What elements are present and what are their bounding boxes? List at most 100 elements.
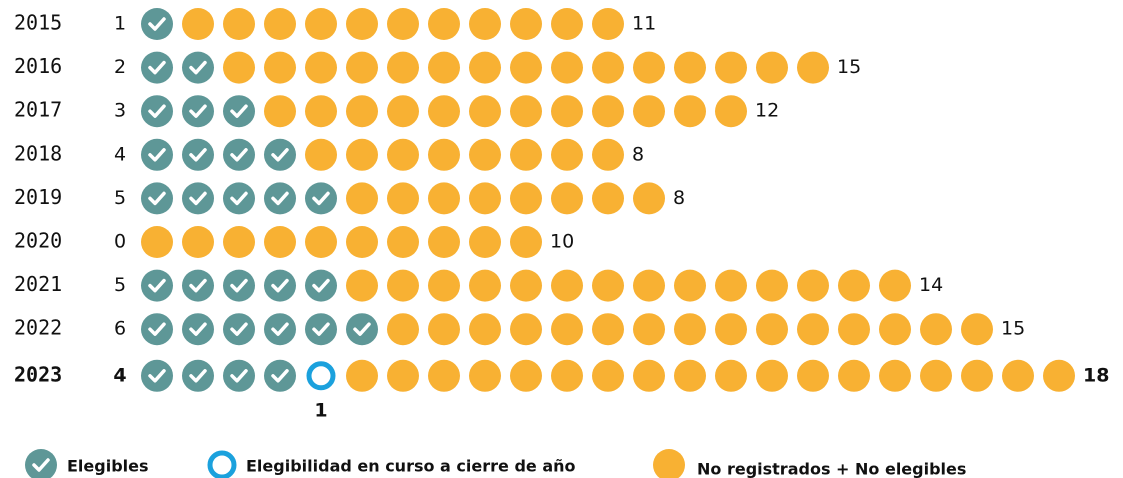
other-icon — [551, 359, 583, 392]
other-icon — [510, 182, 542, 215]
other-icon — [633, 95, 665, 128]
other-icon — [387, 226, 419, 258]
other-count: 8 — [632, 143, 644, 165]
other-icon — [715, 269, 747, 302]
eligible-icon — [346, 313, 378, 346]
other-icon — [305, 138, 337, 171]
icon-circle — [141, 182, 173, 215]
eligible-icon — [182, 95, 214, 128]
other-icon — [510, 51, 542, 84]
icon-circle — [141, 359, 173, 392]
eligible-icon — [141, 269, 173, 302]
legend-label: No registrados + No elegibles — [697, 460, 966, 478]
icon-circle — [305, 182, 337, 215]
icon-circle — [141, 8, 173, 40]
other-icon — [346, 359, 378, 392]
other-icon — [469, 138, 501, 171]
other-icon — [305, 51, 337, 84]
eligible-icon — [141, 182, 173, 215]
other-icon — [756, 359, 788, 392]
icon-circle — [182, 95, 214, 128]
other-icon — [428, 138, 460, 171]
other-icon — [223, 51, 255, 84]
icon-circle — [305, 313, 337, 346]
other-icon — [592, 51, 624, 84]
other-icon — [674, 95, 706, 128]
other-icon — [633, 359, 665, 392]
other-icon — [510, 138, 542, 171]
eligible-icon — [182, 313, 214, 346]
icon-circle — [223, 313, 255, 346]
check — [32, 458, 50, 472]
in-progress-icon — [306, 361, 336, 391]
check — [230, 148, 248, 162]
eligible-count: 0 — [114, 231, 126, 253]
other-icon — [346, 51, 378, 84]
other-icon — [1043, 359, 1075, 392]
other-icon — [551, 182, 583, 215]
icon-circle — [141, 269, 173, 302]
check — [189, 60, 207, 75]
icon-circle — [346, 313, 378, 346]
check — [353, 322, 371, 336]
other-icon — [756, 269, 788, 302]
other-icon — [469, 182, 501, 215]
other-icon — [428, 226, 460, 258]
icon-circle — [264, 269, 296, 302]
other-icon — [551, 138, 583, 171]
other-icon — [961, 313, 993, 346]
eligible-icon — [141, 138, 173, 171]
legend-label: Elegibles — [67, 457, 149, 476]
other-count: 12 — [755, 100, 779, 122]
other-icon — [879, 359, 911, 392]
other-count: 15 — [1001, 318, 1025, 340]
other-count: 15 — [837, 56, 861, 78]
eligible-icon — [223, 269, 255, 302]
other-icon — [797, 269, 829, 302]
icon-circle — [264, 359, 296, 392]
other-icon — [469, 313, 501, 346]
other-icon — [510, 226, 542, 258]
check — [230, 191, 248, 206]
year-label: 2017 — [14, 98, 62, 122]
other-icon — [387, 51, 419, 84]
icon-circle — [182, 269, 214, 302]
other-icon — [264, 226, 296, 258]
eligible-icon — [305, 269, 337, 302]
eligible-count: 5 — [114, 187, 126, 209]
other-icon — [715, 95, 747, 128]
other-icon — [551, 313, 583, 346]
other-icon — [633, 182, 665, 215]
check — [230, 104, 248, 118]
other-icon — [633, 51, 665, 84]
eligible-icon — [182, 138, 214, 171]
eligible-icon — [182, 269, 214, 302]
eligible-count: 5 — [114, 274, 126, 296]
eligible-icon — [223, 138, 255, 171]
icon-circle — [182, 313, 214, 346]
other-icon — [387, 95, 419, 128]
other-icon — [592, 269, 624, 302]
other-icon — [756, 51, 788, 84]
year-label: 2015 — [14, 11, 62, 35]
in-progress-count: 1 — [314, 399, 327, 421]
other-icon — [182, 8, 214, 40]
other-icon — [797, 51, 829, 84]
other-icon — [346, 182, 378, 215]
other-icon — [592, 138, 624, 171]
check — [189, 322, 207, 336]
other-icon — [715, 359, 747, 392]
other-icon — [182, 226, 214, 258]
other-icon — [674, 51, 706, 84]
other-icon — [346, 95, 378, 128]
check — [148, 148, 166, 162]
check — [271, 278, 289, 293]
year-label: 2023 — [14, 362, 62, 386]
other-icon — [1002, 359, 1034, 392]
other-icon — [469, 8, 501, 40]
other-count: 18 — [1083, 364, 1109, 386]
check — [189, 369, 207, 383]
other-icon — [346, 226, 378, 258]
year-label: 2020 — [14, 229, 62, 253]
check — [148, 60, 166, 75]
